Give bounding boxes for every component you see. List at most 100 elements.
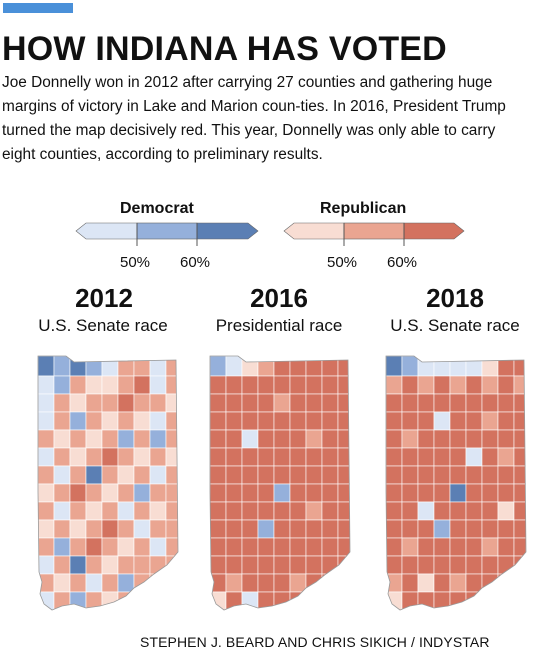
county: [513, 429, 526, 449]
county: [53, 591, 71, 610]
county: [101, 465, 119, 485]
county: [433, 447, 451, 467]
county: [481, 429, 499, 449]
legend-rep-dark: [403, 222, 465, 240]
county: [38, 429, 55, 449]
county: [210, 555, 227, 575]
county: [337, 465, 350, 485]
county: [53, 393, 71, 413]
county: [133, 483, 151, 503]
county: [433, 555, 451, 575]
county: [257, 501, 275, 521]
county: [433, 519, 451, 539]
county: [165, 501, 178, 521]
county: [481, 501, 499, 521]
county: [38, 447, 55, 467]
county: [257, 537, 275, 557]
county: [85, 356, 103, 377]
county: [101, 429, 119, 449]
county: [401, 573, 419, 593]
county: [513, 573, 526, 593]
county: [149, 483, 167, 503]
county: [321, 537, 339, 557]
legend-rep-tick-50: 50%: [327, 254, 358, 271]
county: [481, 555, 499, 575]
county: [53, 501, 71, 521]
county: [210, 411, 227, 431]
county: [401, 356, 419, 377]
county: [257, 429, 275, 449]
county: [513, 465, 526, 485]
county: [225, 591, 243, 610]
county: [38, 465, 55, 485]
county: [273, 483, 291, 503]
county: [165, 465, 178, 485]
county: [433, 429, 451, 449]
county: [305, 411, 323, 431]
county: [386, 465, 403, 485]
county: [386, 393, 403, 413]
county: [85, 555, 103, 575]
state-outline: [37, 355, 179, 611]
county: [417, 573, 435, 593]
county: [481, 483, 499, 503]
county: [386, 447, 403, 467]
county: [497, 465, 515, 485]
county: [337, 501, 350, 521]
county: [241, 447, 259, 467]
county: [133, 356, 151, 377]
county: [497, 537, 515, 557]
county: [101, 573, 119, 593]
county: [149, 465, 167, 485]
county: [433, 375, 451, 395]
county: [481, 375, 499, 395]
county: [321, 519, 339, 539]
county: [273, 519, 291, 539]
county: [433, 537, 451, 557]
county: [69, 573, 87, 593]
county: [497, 501, 515, 521]
county: [417, 501, 435, 521]
county: [465, 483, 483, 503]
county: [321, 411, 339, 431]
county: [273, 501, 291, 521]
county: [210, 447, 227, 467]
county: [117, 375, 135, 395]
county: [449, 501, 467, 521]
county: [225, 411, 243, 431]
county: [289, 519, 307, 539]
county: [133, 591, 151, 610]
county: [117, 393, 135, 413]
county: [210, 356, 227, 377]
county: [117, 356, 135, 377]
legend-democrat-label: Democrat: [120, 200, 194, 217]
county: [289, 429, 307, 449]
county: [165, 447, 178, 467]
county: [117, 447, 135, 467]
county: [53, 555, 71, 575]
county: [433, 465, 451, 485]
county: [401, 591, 419, 610]
county: [417, 429, 435, 449]
county: [305, 465, 323, 485]
county: [481, 447, 499, 467]
county: [85, 537, 103, 557]
county: [257, 555, 275, 575]
county: [321, 465, 339, 485]
county: [85, 393, 103, 413]
county: [133, 429, 151, 449]
county: [449, 411, 467, 431]
county: [241, 429, 259, 449]
county: [117, 573, 135, 593]
county: [305, 501, 323, 521]
county: [401, 483, 419, 503]
county: [69, 519, 87, 539]
county: [433, 356, 451, 377]
county: [401, 555, 419, 575]
county: [53, 356, 71, 377]
map-2018-race: U.S. Senate race: [390, 316, 520, 335]
county: [497, 429, 515, 449]
map-2018: [385, 355, 527, 611]
county: [433, 573, 451, 593]
credit: STEPHEN J. BEARD AND CHRIS SIKICH / INDY…: [140, 634, 490, 650]
